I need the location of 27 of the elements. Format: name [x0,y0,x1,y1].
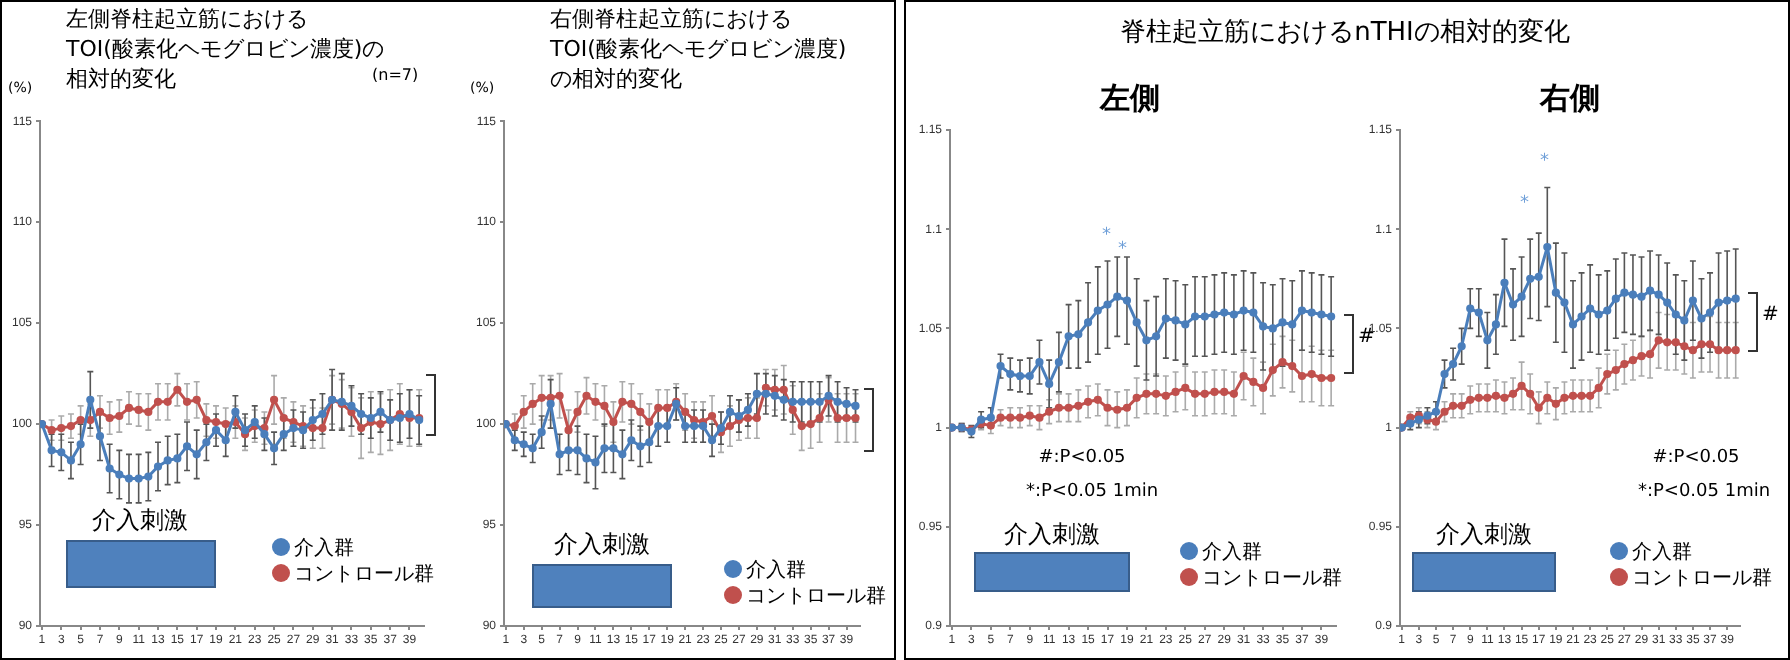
annotation: * [1118,240,1127,260]
annotation: * [1102,226,1111,246]
annotation: #:P<0.05 [1650,448,1742,468]
annotation: #:P<0.05 [1036,448,1128,468]
chart-title: 脊柱起立筋におけるnTHIの相対的変化 [1118,16,1572,52]
annotation: * [1520,194,1529,214]
annotation: 介入刺激 [554,530,650,558]
legend-label: 介入群 [292,536,356,562]
annotation: 介入刺激 [1436,520,1532,548]
legend-label: 介入群 [1630,540,1694,566]
chart-subtitle: 左側 [1097,80,1162,118]
annotation: * [1540,152,1549,172]
legend-label: コントロール群 [292,562,434,588]
text: # [1762,304,1779,326]
annotation: 介入刺激 [1004,520,1100,548]
annotation: 介入刺激 [92,506,188,534]
legend-label: 介入群 [1200,540,1264,566]
annotation: *:P<0.05 1min [1635,482,1773,502]
legend-label: コントロール群 [744,584,886,610]
chart-subtitle: 右側 [1537,80,1602,118]
legend-label: 介入群 [744,558,808,584]
legend-label: コントロール群 [1630,566,1772,592]
text: # [1358,326,1375,348]
text: (n=7) [372,66,419,84]
chart-title: 右側脊柱起立筋におけるTOI(酸素化ヘモグロビン濃度)の相対的変化 [550,6,849,96]
legend-label: コントロール群 [1200,566,1342,592]
annotation: *:P<0.05 1min [1023,482,1161,502]
